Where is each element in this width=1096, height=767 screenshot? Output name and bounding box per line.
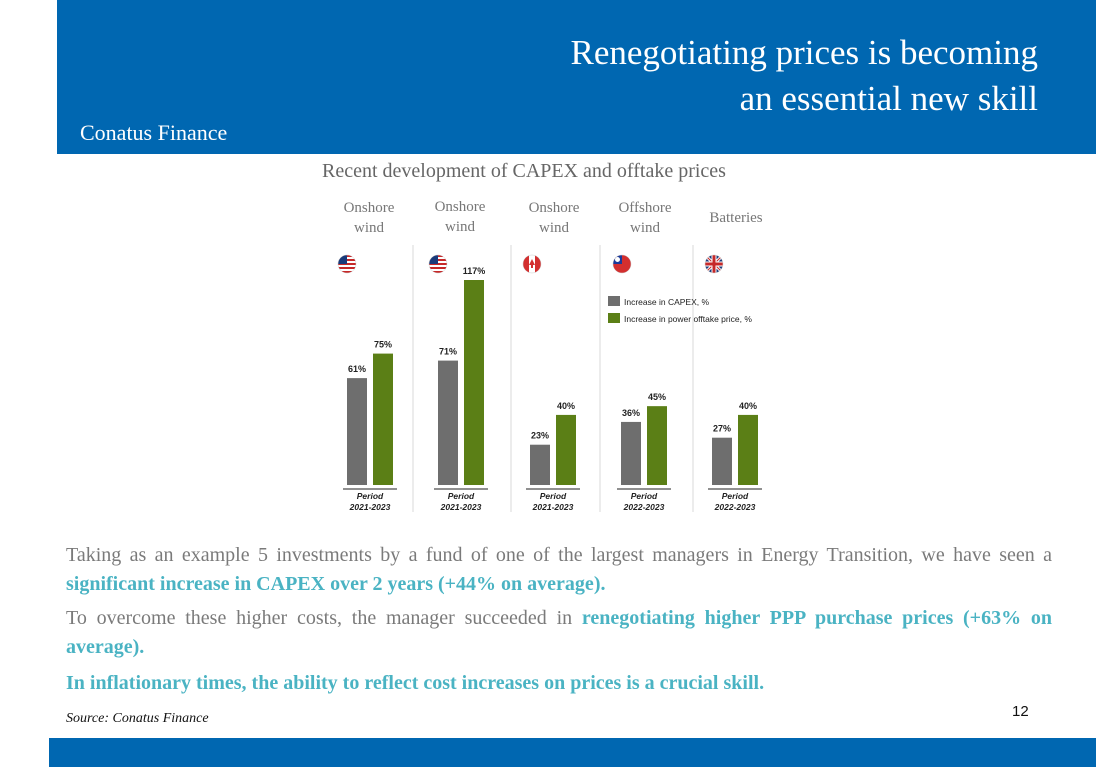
canada-flag-icon [522, 254, 542, 274]
legend-label: Increase in power offtake price, % [624, 314, 752, 324]
footer-bar [49, 738, 1096, 767]
offtake-bar [464, 280, 484, 485]
header-banner: Renegotiating prices is becoming an esse… [57, 0, 1096, 154]
slide-title-line2: an essential new skill [739, 79, 1038, 118]
period-range-label: 2022-2023 [623, 502, 665, 512]
slide-title: Renegotiating prices is becoming an esse… [570, 30, 1038, 122]
group-header: Onshore wind [528, 200, 580, 236]
group-header: Batteries [709, 210, 763, 226]
ppp-highlight: renegotiating higher PPP purchase prices… [66, 607, 1052, 658]
uk-flag-icon [704, 254, 724, 274]
period-range-label: 2021-2023 [349, 502, 391, 512]
capex-highlight: significant increase in CAPEX over 2 yea… [66, 573, 606, 595]
conclusion-text: In inflationary times, the ability to re… [66, 672, 765, 694]
paragraph-ppp: To overcome these higher costs, the mana… [66, 604, 1052, 662]
group-header: Onshore wind [434, 199, 486, 235]
offtake-bar [373, 353, 393, 485]
slide-title-line1: Renegotiating prices is becoming [570, 33, 1038, 72]
capex-value-label: 36% [622, 408, 640, 418]
capex-value-label: 61% [348, 364, 366, 374]
paragraph-ppp-text: To overcome these higher costs, the mana… [66, 607, 582, 629]
page-number: 12 [1012, 703, 1029, 720]
legend-swatch [608, 296, 620, 306]
offtake-bar [647, 406, 667, 485]
offtake-value-label: 40% [739, 401, 757, 411]
offtake-value-label: 40% [557, 401, 575, 411]
group-header: Offshore wind [618, 200, 672, 236]
offtake-bar [556, 414, 576, 485]
capex-bar [530, 444, 550, 485]
period-range-label: 2022-2023 [714, 502, 756, 512]
capex-value-label: 23% [531, 431, 549, 441]
us-flag-icon [337, 254, 357, 274]
capex-bar [712, 437, 732, 485]
period-label: Period [631, 491, 658, 501]
period-label: Period [448, 491, 475, 501]
capex-value-label: 71% [439, 347, 457, 357]
legend-label: Increase in CAPEX, % [624, 297, 709, 307]
capex-bar [438, 360, 458, 485]
chart-title: Recent development of CAPEX and offtake … [322, 160, 726, 182]
offtake-value-label: 45% [648, 392, 666, 402]
period-range-label: 2021-2023 [440, 502, 482, 512]
period-label: Period [357, 491, 384, 501]
capex-bar [347, 378, 367, 485]
brand-name: Conatus Finance [80, 120, 228, 145]
period-label: Period [540, 491, 567, 501]
offtake-bar [738, 414, 758, 485]
capex-bar [621, 421, 641, 485]
paragraph-capex-text: Taking as an example 5 investments by a … [66, 544, 1052, 566]
group-header: Onshore wind [343, 200, 395, 236]
offtake-value-label: 75% [374, 340, 392, 350]
period-range-label: 2021-2023 [532, 502, 574, 512]
us-flag-icon [428, 254, 448, 274]
capex-value-label: 27% [713, 424, 731, 434]
legend-swatch [608, 313, 620, 323]
taiwan-flag-icon [612, 254, 632, 274]
offtake-value-label: 117% [463, 266, 486, 276]
period-label: Period [722, 491, 749, 501]
source-note: Source: Conatus Finance [66, 711, 209, 726]
paragraph-capex: Taking as an example 5 investments by a … [66, 541, 1052, 599]
